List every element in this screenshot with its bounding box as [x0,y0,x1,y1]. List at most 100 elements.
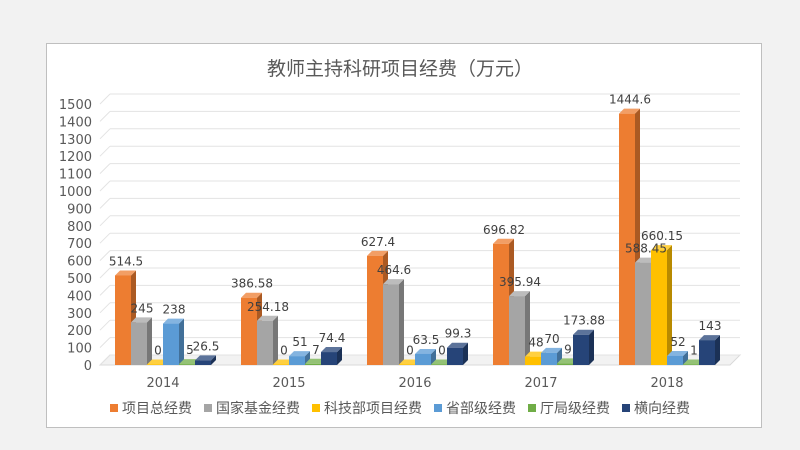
legend-swatch [110,404,118,412]
bar [289,351,310,365]
chart-title: 教师主持科研项目经费（万元） [266,58,533,80]
y-gridline-side [99,337,111,348]
legend-label: 横向经费 [634,401,690,417]
x-tick-label: 2014 [146,376,179,391]
legend-item: 厅局级经费 [528,398,610,418]
x-tick-label: 2015 [272,376,305,391]
data-label: 99.3 [445,327,472,341]
bar [115,270,136,365]
data-label: 464.6 [377,263,411,277]
bar [163,318,184,365]
data-label: 51 [292,335,307,349]
data-label: 1 [690,344,698,358]
data-label: 0 [154,344,162,358]
data-label: 696.82 [483,223,525,237]
y-tick-label: 200 [67,324,92,339]
data-label: 48 [528,336,543,350]
data-label: 7 [312,343,320,357]
bar [509,291,530,365]
chart-legend: 项目总经费 国家基金经费 科技部项目经费 省部级经费 厅局级经费 横向经费 [0,398,800,418]
y-gridline-side [99,93,111,105]
y-tick-label: 500 [67,272,92,287]
legend-label: 国家基金经费 [216,401,300,417]
bar [383,279,404,365]
y-tick-label: 300 [67,307,92,322]
legend-label: 省部级经费 [446,401,516,417]
legend-swatch [204,404,212,412]
data-label: 588.45 [625,242,667,256]
y-tick-label: 900 [67,202,92,217]
bar [447,342,468,365]
data-label: 0 [438,344,446,358]
legend-item: 横向经费 [622,398,690,418]
y-gridline-side [99,232,111,244]
bar [321,347,342,365]
x-tick-label: 2017 [524,376,557,391]
bar [131,317,152,365]
y-gridline-side [99,180,111,192]
y-tick-label: 400 [67,289,92,304]
legend-swatch [622,404,630,412]
data-label: 143 [699,319,722,333]
y-gridline-side [99,215,111,227]
data-label: 173.88 [563,314,605,328]
legend-swatch [434,404,442,412]
data-label: 5 [186,343,194,357]
data-label: 74.4 [319,331,346,345]
y-tick-label: 0 [84,359,92,374]
data-label: 0 [406,344,414,358]
bar [699,335,720,365]
y-tick-label: 1100 [59,168,92,183]
legend-item: 科技部项目经费 [312,398,422,418]
bar [195,355,216,365]
data-label: 63.5 [413,333,440,347]
y-tick-label: 600 [67,255,92,270]
data-label: 254.18 [247,300,289,314]
y-tick-label: 1400 [59,115,92,130]
data-label: 238 [163,303,186,317]
legend-label: 科技部项目经费 [324,401,422,417]
data-label: 627.4 [361,235,395,249]
y-gridline-side [99,354,111,366]
y-tick-label: 1000 [59,185,92,200]
y-tick-label: 1300 [59,133,92,148]
data-label: 52 [670,335,685,349]
data-label: 514.5 [109,254,143,268]
data-label: 0 [280,344,288,358]
y-tick-label: 1200 [59,150,92,165]
legend-item: 省部级经费 [434,398,516,418]
x-tick-label: 2016 [398,376,431,391]
legend-item: 国家基金经费 [204,398,300,418]
y-tick-label: 800 [67,220,92,235]
y-gridline-side [99,128,111,140]
legend-swatch [312,404,320,412]
bar [651,245,672,365]
data-label: 660.15 [641,229,683,243]
legend-label: 厅局级经费 [540,401,610,417]
y-gridline-side [99,198,111,209]
data-label: 386.58 [231,277,273,291]
data-label: 395.94 [499,275,541,289]
data-label: 245 [131,301,154,315]
data-label: 26.5 [193,339,220,353]
y-gridline-side [99,319,111,331]
y-gridline-side [99,285,111,296]
data-label: 70 [544,332,559,346]
legend-label: 项目总经费 [122,401,192,417]
y-tick-label: 100 [67,342,92,357]
bar [415,348,436,365]
y-tick-label: 1500 [59,98,92,113]
y-tick-label: 700 [67,237,92,252]
y-gridline-side [99,267,111,279]
bar [667,350,688,365]
y-gridline-side [99,111,111,122]
data-label: 9 [564,342,572,356]
y-gridline-side [99,250,111,261]
data-label: 1444.6 [609,93,651,107]
x-tick-label: 2018 [650,376,683,391]
legend-swatch [528,404,536,412]
bar [573,329,594,365]
bar [257,315,278,365]
y-gridline-side [99,163,111,174]
